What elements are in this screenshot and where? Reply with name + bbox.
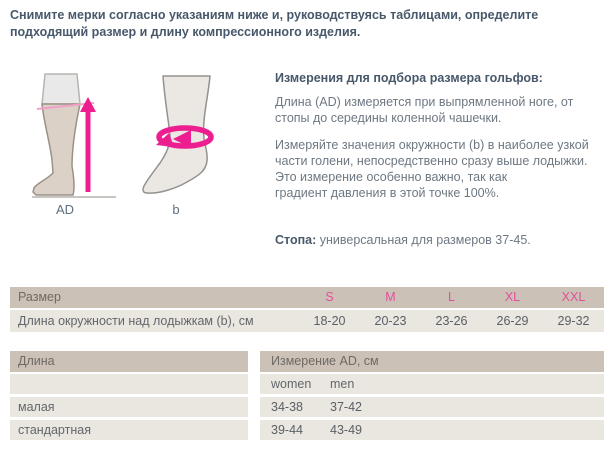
- length-row-standard-label: стандартная: [10, 420, 248, 440]
- circumference-band: [156, 125, 214, 149]
- size-value-m: 20-23: [374, 314, 407, 328]
- size-col-m: M: [385, 290, 396, 304]
- figure-label-b: b: [172, 202, 180, 217]
- p1-line-1: Длина (AD) измеряется при выпрямленной н…: [275, 95, 574, 109]
- p2-line-1: Измеряйте значения окружности (b) в наиб…: [275, 138, 589, 152]
- foot-label: Стопа:: [275, 233, 317, 247]
- size-col-xxl: XXL: [561, 290, 586, 304]
- circumference-arrow-tail-icon: [156, 133, 174, 147]
- knee-section: [41, 73, 81, 105]
- measure-paragraph-length: Длина (AD) измеряется при выпрямленной н…: [275, 94, 605, 126]
- length-arrow-head-icon: [80, 97, 96, 112]
- length-table-subheader-row: women men: [260, 374, 604, 394]
- circumference-arrow-head-icon: [173, 130, 191, 148]
- length-table-col1-header: Длина: [10, 351, 248, 372]
- subheader-women: women: [271, 377, 312, 391]
- standard-men-value: 43-49: [330, 423, 362, 437]
- foot-text: универсальная для размеров 37-45.: [316, 233, 531, 247]
- ankle-circumference-figure: [142, 75, 214, 194]
- size-table-header-row: Размер S M L XL XXL: [10, 287, 604, 308]
- size-table-data-row: Длина окружности над лодыжкам (b), см 18…: [10, 310, 604, 332]
- size-table-header-label: Размер: [18, 290, 61, 304]
- length-row-small-values: 34-38 37-42: [260, 397, 604, 417]
- page-intro: Снимите мерки согласно указаниям ниже и,…: [10, 7, 608, 41]
- length-table-col2-header: Измерение AD, см: [260, 351, 604, 372]
- length-row-standard-values: 39-44 43-49: [260, 420, 604, 440]
- p2-line-3: Это измерение особенно важно, так как: [275, 170, 508, 184]
- p1-line-2: стопы до середины коленной чашечки.: [275, 111, 502, 125]
- intro-line-2: подходящий размер и длину компрессионног…: [10, 25, 361, 39]
- subheader-men: men: [330, 377, 355, 391]
- intro-line-1: Снимите мерки согласно указаниям ниже и,…: [10, 8, 539, 22]
- size-col-s: S: [325, 290, 334, 304]
- p2-line-2: части голени, непосредственно сразу выше…: [275, 154, 588, 168]
- ankle-and-foot: [142, 75, 211, 194]
- small-men-value: 37-42: [330, 400, 362, 414]
- length-row-small-label: малая: [10, 397, 248, 417]
- measure-paragraph-circumference: Измеряйте значения окружности (b) в наиб…: [275, 137, 605, 201]
- size-table-row-label: Длина окружности над лодыжкам (b), см: [18, 314, 254, 328]
- leg-length-figure: [32, 73, 116, 198]
- figure-label-ad: AD: [55, 202, 75, 217]
- length-table-empty-cell: [10, 374, 248, 394]
- size-col-xl: XL: [504, 290, 521, 304]
- calf-and-foot: [32, 103, 81, 196]
- small-women-value: 34-38: [271, 400, 303, 414]
- measure-heading: Измерения для подбора размера гольфов:: [275, 71, 543, 85]
- size-value-s: 18-20: [313, 314, 346, 328]
- size-col-l: L: [448, 290, 455, 304]
- measure-paragraph-foot: Стопа: универсальная для размеров 37-45.: [275, 232, 605, 248]
- size-value-xl: 26-29: [496, 314, 529, 328]
- p2-line-4: градиент давления в этой точке 100%.: [275, 186, 500, 200]
- size-value-l: 23-26: [435, 314, 468, 328]
- size-value-xxl: 29-32: [557, 314, 590, 328]
- standard-women-value: 39-44: [271, 423, 303, 437]
